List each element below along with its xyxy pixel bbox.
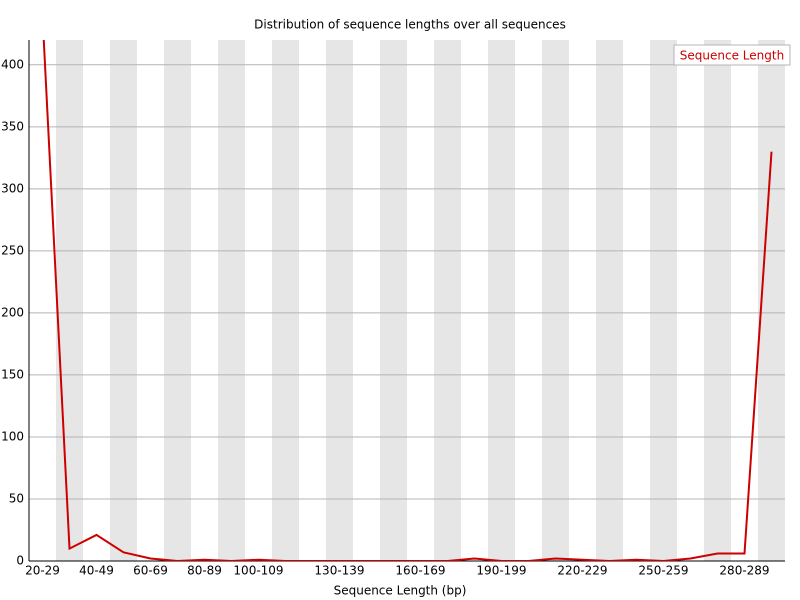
band-stripe (326, 40, 353, 561)
data-line (42, 40, 773, 561)
band-stripe (488, 40, 515, 561)
y-tick-label: 0 (16, 554, 24, 568)
band-stripe (596, 40, 623, 561)
x-tick-label: 80-89 (187, 564, 222, 578)
x-tick-label: 40-49 (79, 564, 114, 578)
band-stripe (704, 40, 731, 561)
band-stripe (272, 40, 299, 561)
band-stripe (380, 40, 407, 561)
band-stripe (56, 40, 83, 561)
legend-label: Sequence Length (680, 49, 784, 63)
x-tick-label: 60-69 (133, 564, 168, 578)
x-tick-label: 190-199 (476, 564, 526, 578)
band-stripe (218, 40, 245, 561)
y-tick-label: 400 (1, 57, 24, 71)
y-tick-label: 100 (1, 429, 24, 443)
y-tick-label: 250 (1, 243, 24, 257)
y-tick-label: 50 (9, 491, 24, 505)
x-tick-label: 130-139 (314, 564, 364, 578)
x-tick-label: 160-169 (395, 564, 445, 578)
legend: Sequence Length (673, 44, 791, 66)
chart-title: Distribution of sequence lengths over al… (254, 18, 566, 32)
y-tick-label: 350 (1, 119, 24, 133)
y-tick-label: 300 (1, 181, 24, 195)
x-tick-label: 100-109 (233, 564, 283, 578)
band-stripe (110, 40, 137, 561)
band-stripe (542, 40, 569, 561)
y-tick-label: 150 (1, 367, 24, 381)
band-stripe (164, 40, 191, 561)
x-tick-label: 20-29 (25, 564, 60, 578)
y-tick-label: 200 (1, 305, 24, 319)
x-axis-label: Sequence Length (bp) (334, 584, 467, 598)
x-tick-label: 250-259 (638, 564, 688, 578)
band-stripe (434, 40, 461, 561)
x-tick-label: 220-229 (557, 564, 607, 578)
legend-box (673, 44, 791, 66)
x-tick-label: 280-289 (719, 564, 769, 578)
band-stripe (650, 40, 677, 561)
